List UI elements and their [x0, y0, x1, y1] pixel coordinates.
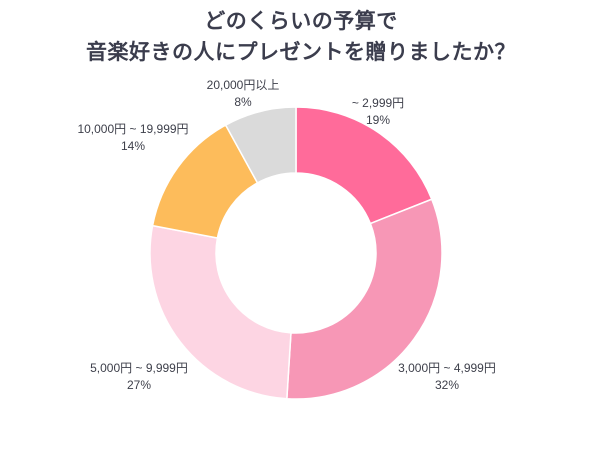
slice-value-label-2: 32% [435, 378, 459, 392]
slice-value-label-3: 27% [127, 378, 151, 392]
slice-3 [149, 224, 292, 400]
donut-slices [149, 106, 443, 400]
slice-label-2: 3,000円 ~ 4,999円 [398, 361, 496, 375]
slice-5 [224, 106, 297, 184]
slice-labels: ~ 2,999円 19% 3,000円 ~ 4,999円 32% 5,000円 ~ 9,… [77, 78, 495, 392]
slice-label-3: 5,000円 ~ 9,999円 [90, 361, 188, 375]
chart-title: どのくらいの予算で 音楽好きの人にプレゼントを贈りましたか？ [0, 6, 602, 68]
slice-value-label-4: 14% [121, 139, 145, 153]
slice-label-5: 20,000円以上 [207, 78, 280, 92]
slice-value-label-5: 8% [234, 95, 252, 109]
slice-value-label-1: 19% [366, 113, 390, 127]
slice-1 [295, 106, 433, 225]
slice-label-4: 10,000円 ~ 19,999円 [77, 122, 188, 136]
slice-label-1: ~ 2,999円 [352, 96, 404, 110]
chart-title-line-2: 音楽好きの人にプレゼントを贈りましたか？ [86, 40, 516, 64]
slice-2 [286, 198, 443, 400]
chart-title-line-1: どのくらいの予算で [204, 9, 398, 33]
